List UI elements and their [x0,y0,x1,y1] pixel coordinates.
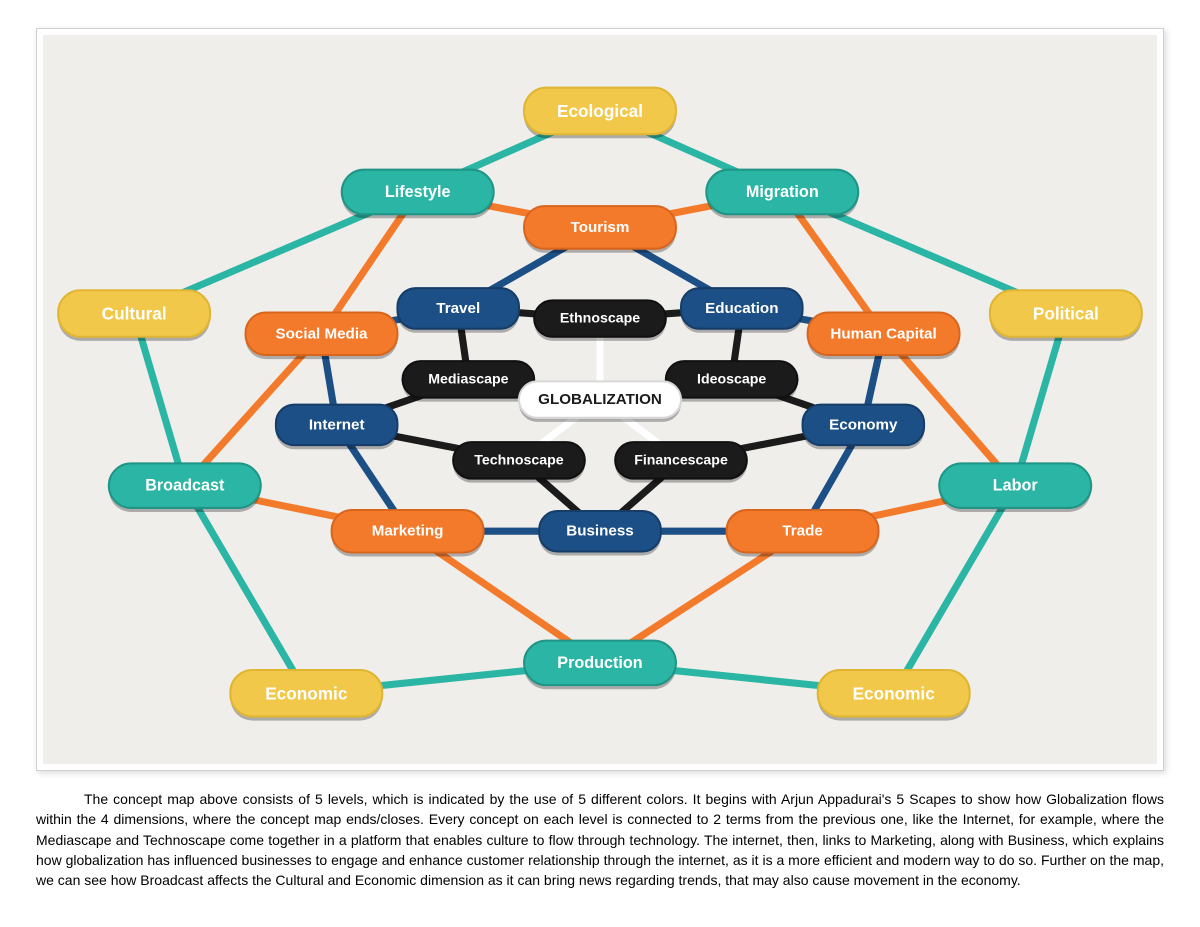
node-ideo: Ideoscape [666,361,798,402]
node-mkt: Marketing [332,510,484,557]
node-econ: Economy [803,405,925,450]
node-fin: Financescape [615,442,747,483]
node-life: Lifestyle [342,170,494,219]
diagram-frame: Ecological Political Economic Economic Cultu… [36,28,1164,771]
node-label: Ethnoscape [560,311,640,327]
node-label: Education [705,300,778,317]
node-label: Business [566,523,634,540]
node-labor: Labor [939,463,1091,512]
node-label: Lifestyle [385,183,451,201]
node-label: Production [557,654,642,672]
node-label: Financescape [634,452,728,468]
node-label: Ideoscape [697,371,766,387]
node-label: Internet [309,416,365,433]
page: Ecological Political Economic Economic Cultu… [0,0,1200,925]
node-econR: Economic [818,670,970,721]
node-label: Labor [993,477,1039,495]
diagram-canvas: Ecological Political Economic Economic Cultu… [43,35,1157,764]
node-label: Tourism [571,219,630,236]
node-label: Ecological [557,101,643,121]
node-label: Technoscape [474,452,564,468]
node-trade: Trade [727,510,879,557]
node-prod: Production [524,641,676,690]
node-label: Cultural [102,303,167,323]
node-label: Travel [436,300,480,317]
node-econL: Economic [230,670,382,721]
node-label: Trade [782,523,823,540]
node-center: GLOBALIZATION [519,381,681,422]
caption-text: The concept map above consists of 5 leve… [36,789,1164,890]
node-label: Broadcast [145,477,225,495]
node-travel: Travel [397,288,519,333]
concept-map-svg: Ecological Political Economic Economic Cultu… [43,35,1157,764]
node-media: Mediascape [403,361,535,402]
node-label: Social Media [275,325,368,342]
node-tour: Tourism [524,206,676,253]
node-label: Economy [829,416,898,433]
node-label: Economic [265,683,348,703]
node-smedia: Social Media [246,312,398,359]
node-label: Human Capital [830,325,936,342]
node-cult: Cultural [58,290,210,341]
node-ecol: Ecological [524,88,676,139]
node-tech: Technoscape [453,442,585,483]
node-mig: Migration [706,170,858,219]
node-label: GLOBALIZATION [538,391,662,408]
node-edu: Education [681,288,803,333]
node-hcap: Human Capital [808,312,960,359]
node-label: Migration [746,183,819,201]
node-label: Economic [853,683,936,703]
node-pol: Political [990,290,1142,341]
node-bcast: Broadcast [109,463,261,512]
node-net: Internet [276,405,398,450]
node-biz: Business [539,511,661,556]
node-ethno: Ethnoscape [534,300,666,341]
node-label: Mediascape [428,371,508,387]
node-label: Political [1033,303,1099,323]
node-label: Marketing [372,523,444,540]
